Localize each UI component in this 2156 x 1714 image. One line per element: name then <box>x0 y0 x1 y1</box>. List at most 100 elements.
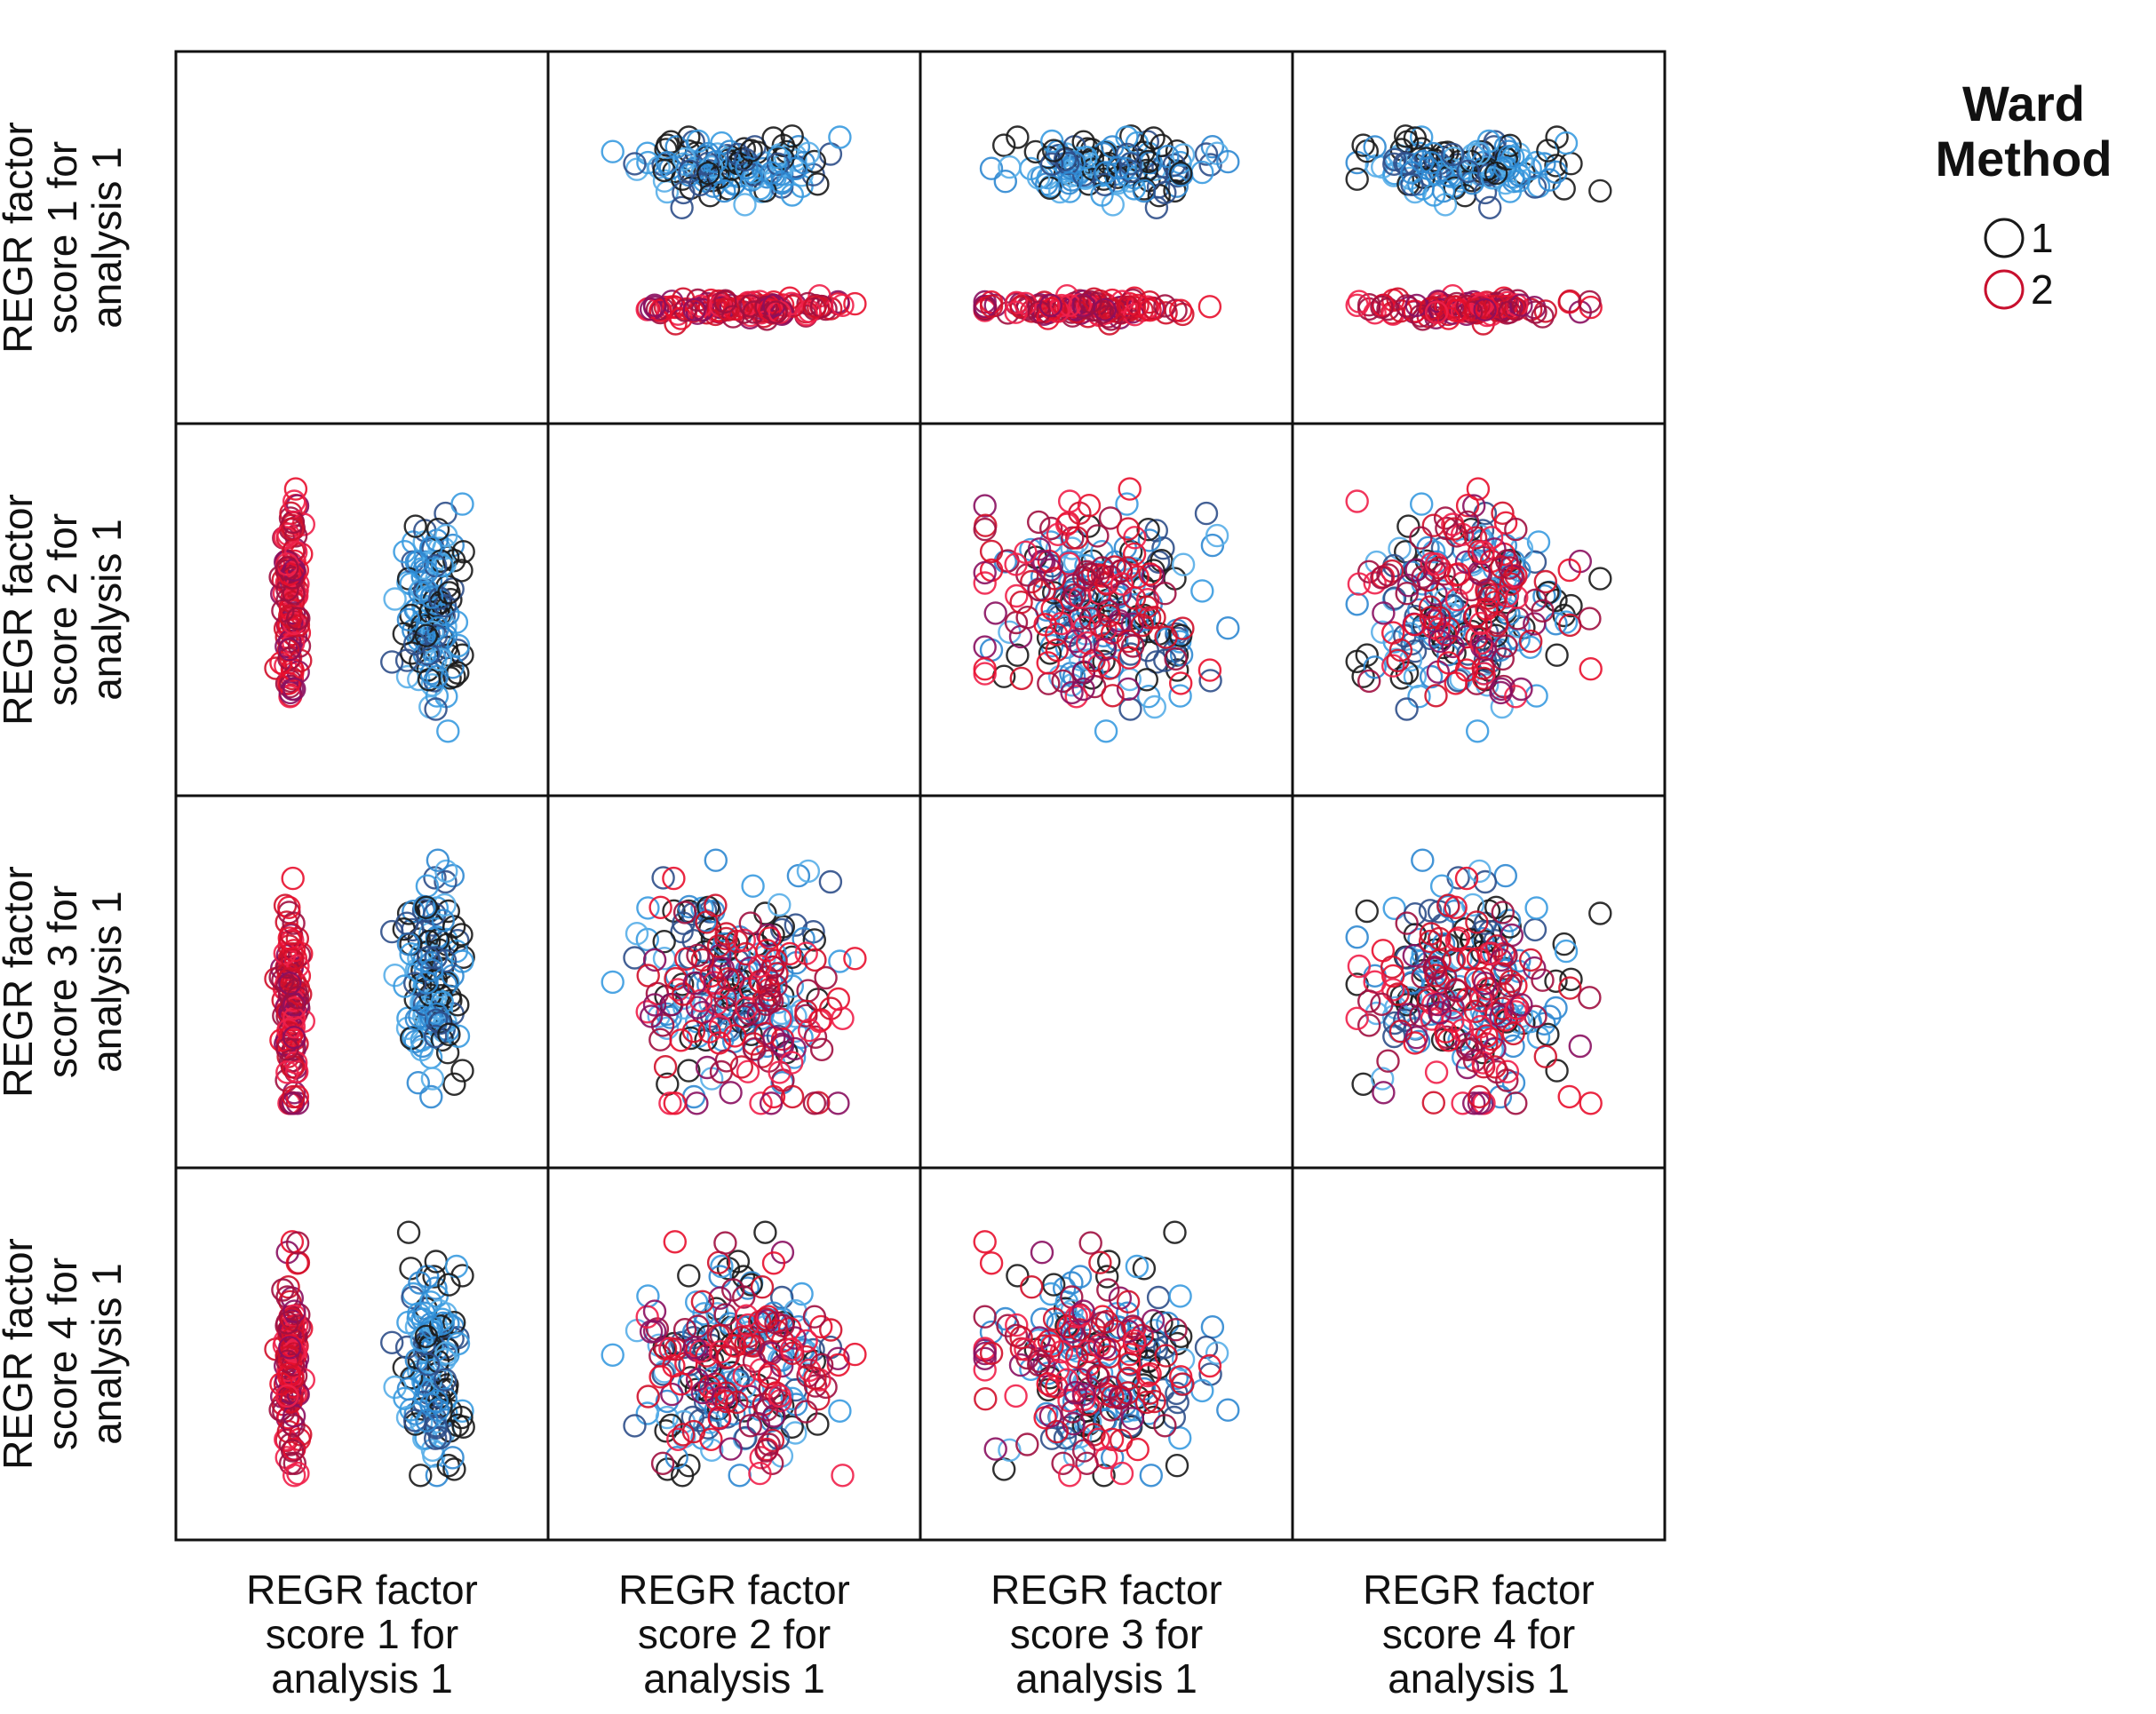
data-point-series-2 <box>1168 1365 1193 1389</box>
data-point-series-1 <box>686 129 711 154</box>
column-label-line: REGR factor <box>246 1567 478 1613</box>
data-point-series-1 <box>449 923 473 947</box>
data-point-series-1 <box>780 124 804 148</box>
data-point-series-2 <box>1126 1437 1150 1462</box>
data-point-series-1 <box>434 869 457 894</box>
data-point-series-2 <box>275 1349 299 1374</box>
data-point-series-2 <box>1509 993 1533 1017</box>
data-point-series-1 <box>780 183 804 207</box>
data-point-series-2 <box>1441 996 1465 1020</box>
data-point-series-1 <box>1139 1464 1164 1488</box>
data-point-series-1 <box>656 133 680 157</box>
data-point-series-2 <box>1483 591 1508 615</box>
data-point-series-2 <box>1347 572 1372 596</box>
data-point-series-1 <box>1205 523 1229 548</box>
data-point-series-2 <box>1371 939 1396 963</box>
data-point-series-2 <box>738 1414 762 1438</box>
data-point-series-2 <box>1138 1361 1162 1386</box>
data-point-series-1 <box>1393 1008 1417 1033</box>
data-point-series-2 <box>1455 510 1480 535</box>
data-point-series-1 <box>451 540 475 564</box>
data-point-series-2 <box>1064 526 1089 550</box>
data-point-series-2 <box>1503 685 1528 709</box>
data-point-series-1 <box>780 974 804 998</box>
data-point-series-2 <box>635 1000 659 1024</box>
data-point-series-2 <box>794 941 818 965</box>
data-point-series-2 <box>277 926 301 950</box>
data-point-series-2 <box>979 539 1004 564</box>
data-point-series-2 <box>1014 1337 1038 1361</box>
data-point-series-2 <box>1020 1274 1044 1299</box>
data-point-series-2 <box>1116 629 1141 654</box>
data-point-series-2 <box>1120 634 1145 658</box>
data-point-series-2 <box>750 1044 775 1068</box>
data-point-series-1 <box>399 941 423 966</box>
data-point-series-2 <box>764 1311 788 1335</box>
data-point-series-1 <box>733 193 757 217</box>
data-point-series-2 <box>1040 597 1064 621</box>
data-point-series-2 <box>1015 1432 1039 1456</box>
data-point-series-2 <box>281 866 305 891</box>
data-point-series-2 <box>1009 666 1034 691</box>
data-point-series-1 <box>408 1271 432 1295</box>
data-point-series-2 <box>768 1060 792 1084</box>
data-point-series-1 <box>1559 967 1583 992</box>
data-point-series-2 <box>1008 1353 1033 1377</box>
data-point-series-1 <box>1039 152 1064 177</box>
data-point-series-1 <box>677 1059 701 1083</box>
data-point-series-2 <box>1479 941 1504 965</box>
data-point-series-1 <box>1100 135 1125 159</box>
data-point-series-1 <box>441 1446 465 1470</box>
data-point-series-1 <box>414 895 439 919</box>
data-point-series-2 <box>973 517 997 542</box>
row-label-line: analysis 1 <box>84 891 130 1073</box>
data-point-series-2 <box>1459 300 1484 324</box>
data-point-series-1 <box>601 970 625 995</box>
data-point-series-2 <box>278 971 302 996</box>
data-point-series-1 <box>655 1389 680 1414</box>
data-point-series-2 <box>1494 943 1518 968</box>
data-point-series-2 <box>1533 1044 1558 1068</box>
data-point-series-1 <box>393 1386 417 1411</box>
data-point-series-1 <box>670 195 694 220</box>
data-point-series-2 <box>758 1361 782 1386</box>
data-point-series-2 <box>1123 526 1147 550</box>
legend-title-line: Ward <box>1962 75 2085 131</box>
data-point-series-1 <box>1171 552 1196 576</box>
data-point-series-2 <box>1005 1313 1029 1337</box>
data-point-series-2 <box>1467 1084 1492 1109</box>
data-point-series-2 <box>1071 1382 1096 1407</box>
data-point-series-2 <box>1031 550 1056 574</box>
data-point-series-2 <box>1356 989 1381 1013</box>
data-point-series-1 <box>677 894 701 919</box>
data-point-series-2 <box>1153 294 1177 318</box>
data-point-series-1 <box>415 1408 439 1432</box>
data-point-series-2 <box>639 1004 664 1028</box>
data-point-series-2 <box>1370 295 1394 319</box>
data-point-series-1 <box>1544 969 1568 994</box>
data-point-series-2 <box>1579 1091 1603 1115</box>
data-point-series-2 <box>279 1389 303 1414</box>
data-point-series-2 <box>1467 1091 1492 1115</box>
data-point-series-1 <box>1507 169 1531 193</box>
data-point-series-2 <box>843 947 867 971</box>
data-point-series-2 <box>1009 294 1033 319</box>
data-point-series-1 <box>1118 540 1143 564</box>
data-point-series-2 <box>754 1439 778 1463</box>
data-point-series-1 <box>401 1285 425 1310</box>
data-point-series-2 <box>1557 558 1581 583</box>
data-point-series-1 <box>1395 661 1420 685</box>
data-point-series-1 <box>442 1457 466 1481</box>
data-point-series-1 <box>768 893 792 917</box>
data-point-series-2 <box>803 1366 827 1391</box>
data-point-series-2 <box>635 1305 659 1329</box>
data-point-series-2 <box>1424 300 1449 324</box>
data-point-series-1 <box>1156 1311 1180 1336</box>
data-point-series-1 <box>423 866 447 890</box>
data-point-series-1 <box>1473 911 1498 935</box>
data-point-series-1 <box>998 155 1022 179</box>
data-point-series-1 <box>1156 144 1180 169</box>
data-point-series-2 <box>1088 1250 1112 1274</box>
data-point-series-2 <box>1197 658 1222 682</box>
data-point-series-2 <box>1036 1372 1060 1396</box>
